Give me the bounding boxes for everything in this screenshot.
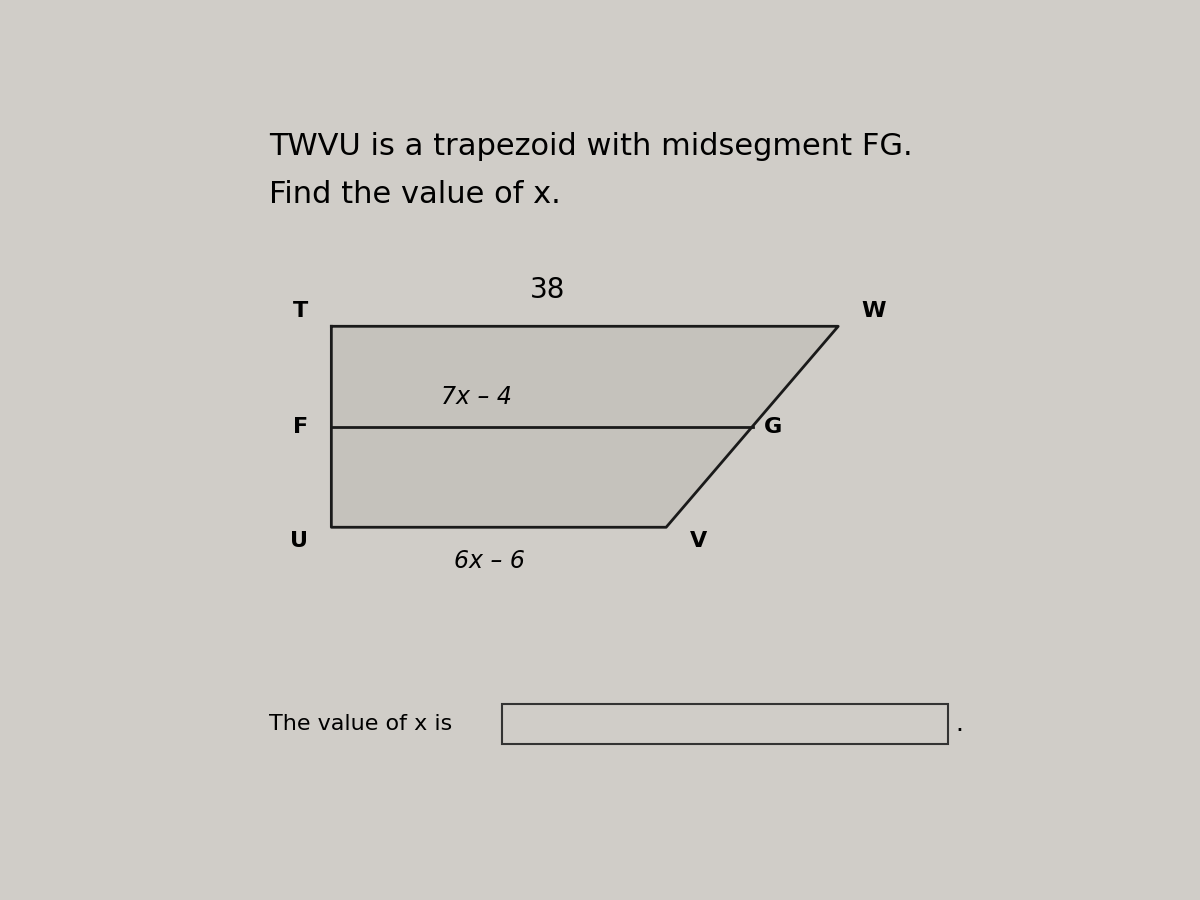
- Text: TWVU is a trapezoid with midsegment FG.: TWVU is a trapezoid with midsegment FG.: [269, 131, 913, 160]
- Text: 6x – 6: 6x – 6: [454, 549, 524, 573]
- Text: F: F: [293, 417, 308, 436]
- Text: T: T: [293, 301, 308, 320]
- Text: U: U: [290, 531, 308, 551]
- Text: The value of x is: The value of x is: [269, 714, 452, 734]
- Bar: [502, 704, 948, 744]
- Text: 38: 38: [530, 276, 565, 304]
- Text: V: V: [690, 531, 707, 551]
- Text: .: .: [955, 712, 964, 736]
- Polygon shape: [331, 327, 839, 527]
- Text: W: W: [862, 301, 886, 320]
- Text: G: G: [764, 417, 782, 436]
- Text: 7x – 4: 7x – 4: [442, 385, 512, 410]
- Text: Find the value of x.: Find the value of x.: [269, 180, 560, 209]
